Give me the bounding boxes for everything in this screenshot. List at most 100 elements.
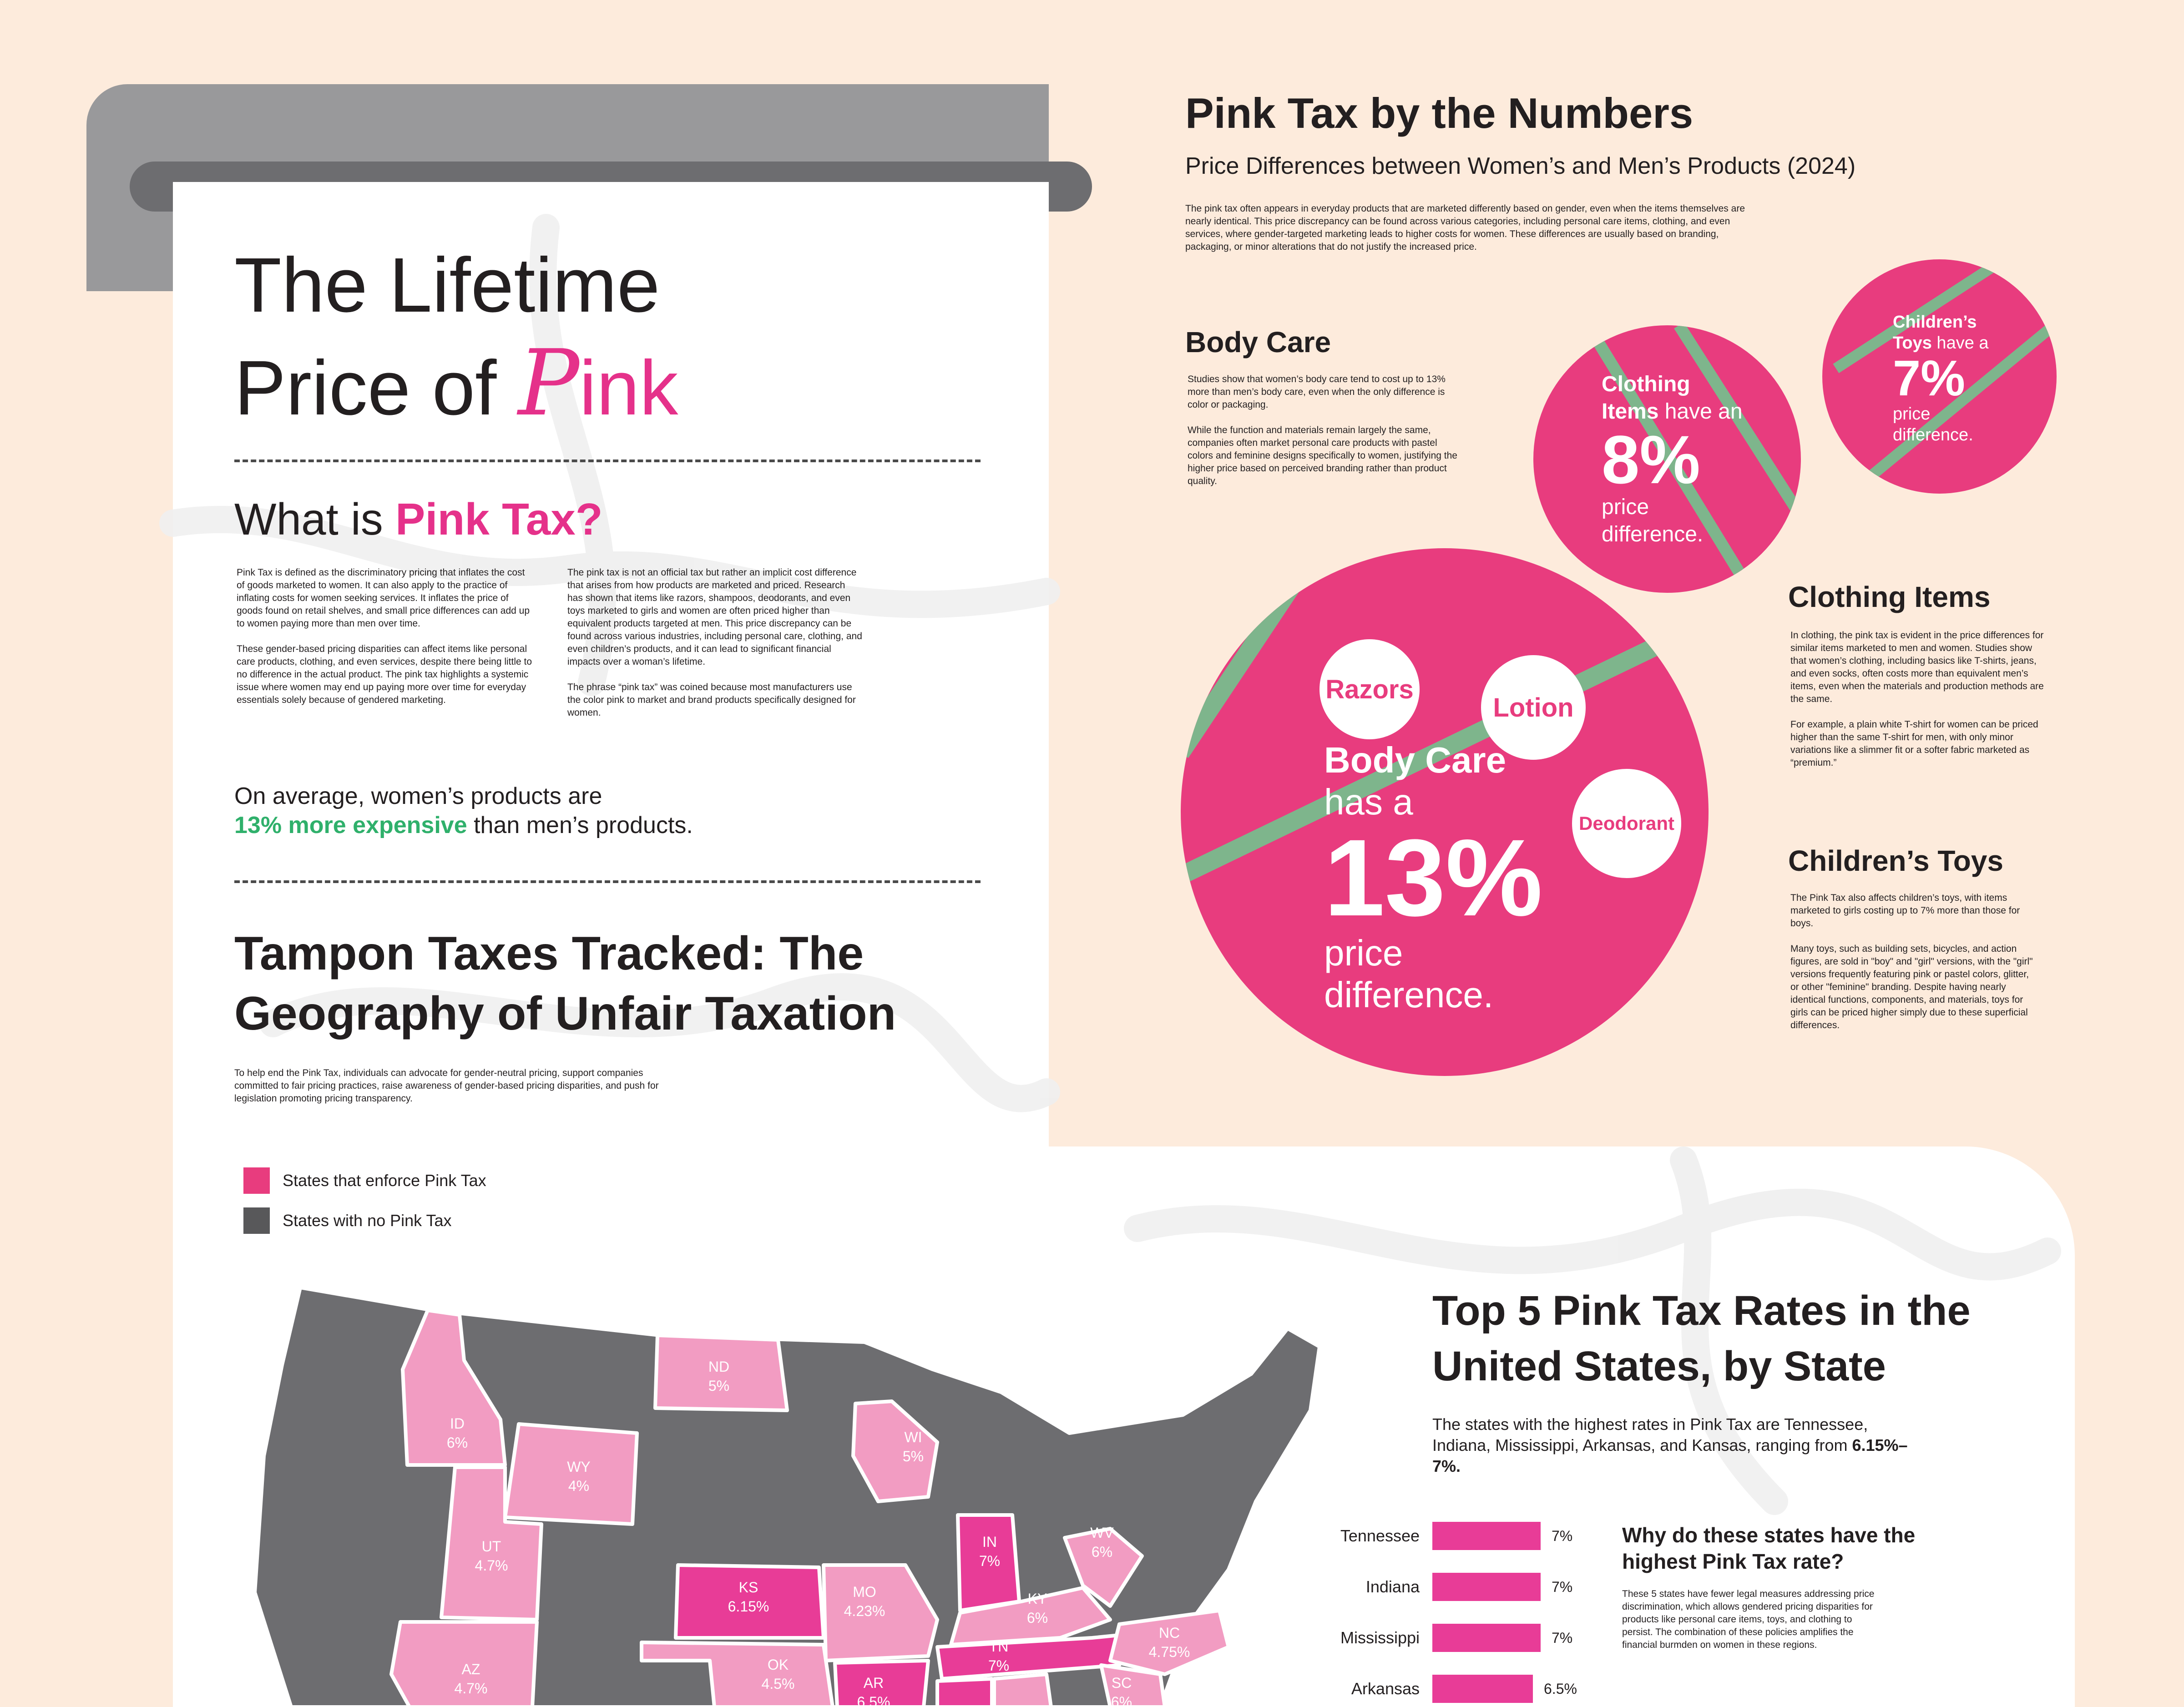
legend-item-pink-tax: States that enforce Pink Tax xyxy=(243,1167,486,1194)
state-ID xyxy=(401,1308,507,1467)
us-pink-tax-map: ND 5% ID 6% WY 4% WI 5% UT 4.7% IN 7% WV 6% KS 6.15% MO 4… xyxy=(253,1286,1321,1707)
map-value-mo: 4.23% xyxy=(844,1603,885,1619)
top5-text-bold: 6.15%–7%. xyxy=(1432,1436,1908,1475)
map-value-sc: 6% xyxy=(1111,1694,1132,1707)
toys-text: The Pink Tax also affects children’s toy… xyxy=(1790,892,2036,1032)
green-stripes xyxy=(1181,548,1709,884)
map-label-wv: WV xyxy=(1090,1525,1114,1541)
state-MO xyxy=(822,1563,939,1662)
state-UT xyxy=(440,1465,543,1621)
tampon-title-line-1: Tampon Taxes Tracked: The xyxy=(234,927,864,980)
map-label-nd: ND xyxy=(708,1359,729,1375)
map-label-wi: WI xyxy=(904,1429,922,1445)
bar xyxy=(1432,1573,1541,1601)
average-highlight: 13% more expensive xyxy=(234,812,467,838)
clothing-percent: 8% xyxy=(1602,421,1700,498)
top5-title: Top 5 Pink Tax Rates in the United State… xyxy=(1432,1283,2069,1394)
bar-row: Mississippi 7% xyxy=(1310,1624,1572,1652)
paragraph: While the function and materials remain … xyxy=(1188,425,1457,486)
heading-pink: Pink Tax? xyxy=(395,494,603,544)
map-value-ok: 4.5% xyxy=(762,1676,795,1692)
average-rest: than men’s products. xyxy=(467,812,693,838)
bar-value-label: 7% xyxy=(1552,1578,1573,1595)
tampon-intro-text: To help end the Pink Tax, individuals ca… xyxy=(234,1068,659,1104)
title-line-1: The Lifetime xyxy=(234,242,660,328)
toys-circle-text: Children’s Toys have a 7% price differen… xyxy=(1893,312,1989,445)
legend-label: States that enforce Pink Tax xyxy=(283,1171,486,1190)
map-label-ar: AR xyxy=(864,1675,884,1691)
definition-column-2: The pink tax is not an official tax but … xyxy=(567,566,863,719)
state-WY xyxy=(503,1422,639,1526)
circle-line: Toys have a xyxy=(1893,333,1989,354)
paragraph: Many toys, such as building sets, bicycl… xyxy=(1790,944,2033,1030)
map-value-ky: 6% xyxy=(1027,1610,1048,1626)
map-value-wy: 4% xyxy=(568,1478,589,1494)
paragraph: The phrase “pink tax” was coined because… xyxy=(567,682,856,718)
numbers-intro: The pink tax often appears in everyday p… xyxy=(1185,203,1745,252)
circle-line: difference. xyxy=(1893,425,1973,444)
state-AZ xyxy=(389,1620,539,1707)
map-value-az: 4.7% xyxy=(455,1680,488,1697)
map-value-tn: 7% xyxy=(988,1657,1009,1674)
circle-line: price xyxy=(1324,933,1403,973)
paragraph: Pink Tax is defined as the discriminator… xyxy=(237,567,530,629)
state-WV xyxy=(1063,1527,1144,1608)
map-label-az: AZ xyxy=(462,1661,480,1677)
bar-row: Tennessee 7% xyxy=(1310,1522,1572,1550)
tampon-taxes-title: Tampon Taxes Tracked: The Geography of U… xyxy=(234,924,896,1044)
clothing-circle-text: Clothing Items have an 8% price differen… xyxy=(1602,371,1743,548)
heading-prefix: What is xyxy=(234,494,395,544)
divider xyxy=(234,460,981,462)
what-is-pink-tax-heading: What is Pink Tax? xyxy=(234,494,603,545)
circle-line: difference. xyxy=(1324,975,1494,1015)
green-stripes xyxy=(1833,259,2057,494)
paragraph: These gender-based pricing disparities c… xyxy=(237,644,532,705)
map-value-in: 7% xyxy=(979,1553,1000,1569)
paragraph: The Pink Tax also affects children’s toy… xyxy=(1790,893,2020,929)
why-title: Why do these states have the highest Pin… xyxy=(1622,1523,1916,1573)
map-value-nd: 5% xyxy=(708,1378,729,1394)
state-MS xyxy=(935,1677,994,1707)
body-care-title: Body Care xyxy=(1185,326,1331,359)
map-label-wy: WY xyxy=(567,1459,591,1475)
circle-line: Children’s xyxy=(1893,313,1977,332)
body-care-circle: Razors Lotion Deodorant Body Care has a … xyxy=(1181,548,1709,1076)
body-care-text: Studies show that women’s body care tend… xyxy=(1188,373,1461,488)
state-OK xyxy=(640,1641,834,1707)
lotion-bubble: Lotion xyxy=(1481,655,1586,760)
bar-value-label: 7% xyxy=(1552,1527,1573,1544)
circle-line: price xyxy=(1602,495,1649,519)
map-value-id: 6% xyxy=(447,1434,468,1451)
clothing-circle: Clothing Items have an 8% price differen… xyxy=(1533,325,1801,593)
map-value-wv: 6% xyxy=(1092,1544,1112,1560)
toys-circle: Children’s Toys have a 7% price differen… xyxy=(1822,259,2057,494)
toys-title: Children’s Toys xyxy=(1788,844,2003,877)
bar-row: Indiana 7% xyxy=(1310,1573,1572,1601)
map-label-ky: KY xyxy=(1028,1591,1047,1607)
definition-column-1: Pink Tax is defined as the discriminator… xyxy=(237,566,532,707)
state-WI xyxy=(851,1399,939,1503)
bar xyxy=(1432,1624,1541,1652)
top5-title-line-1: Top 5 Pink Tax Rates in the xyxy=(1432,1288,1971,1334)
circle-bold: Toys xyxy=(1893,333,1932,353)
bar xyxy=(1432,1675,1533,1703)
legend-swatch-pink xyxy=(243,1167,270,1194)
circle-line: Body Care xyxy=(1324,740,1507,780)
map-label-ok: OK xyxy=(768,1656,789,1673)
map-label-id: ID xyxy=(450,1415,465,1432)
title-script-initial: P xyxy=(518,330,580,436)
legend-item-no-pink-tax: States with no Pink Tax xyxy=(243,1207,452,1234)
bar-value-label: 7% xyxy=(1552,1629,1573,1646)
map-value-ks: 6.15% xyxy=(728,1598,769,1615)
paragraph: The pink tax is not an official tax but … xyxy=(567,567,862,667)
paragraph: For example, a plain white T-shirt for w… xyxy=(1790,719,2038,768)
why-text: These 5 states have fewer legal measures… xyxy=(1622,1589,1875,1650)
map-label-in: IN xyxy=(982,1534,997,1550)
numbers-subtitle: Price Differences between Women’s and Me… xyxy=(1185,153,1856,179)
bar-value-label: 6.5% xyxy=(1544,1680,1577,1697)
circle-line: difference. xyxy=(1602,522,1704,546)
green-stripes xyxy=(1582,325,1801,593)
top5-text: The states with the highest rates in Pin… xyxy=(1432,1414,1910,1477)
title-prefix: Price of xyxy=(234,345,518,431)
state-SC xyxy=(1099,1663,1167,1707)
